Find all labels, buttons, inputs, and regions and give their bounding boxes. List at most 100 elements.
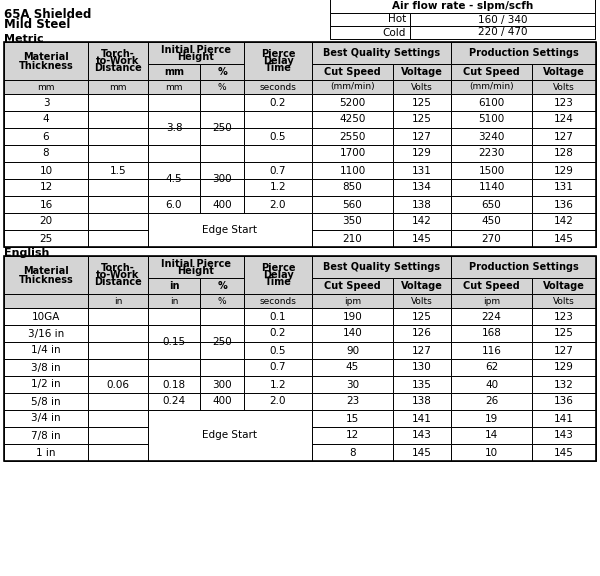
Bar — [312, 444, 393, 461]
Text: 131: 131 — [412, 165, 432, 176]
Bar — [244, 308, 312, 325]
Bar — [244, 376, 312, 393]
Text: Pierce: Pierce — [261, 49, 295, 59]
Bar — [312, 111, 393, 128]
Bar — [312, 376, 393, 393]
Bar — [312, 294, 393, 308]
Bar — [4, 213, 88, 230]
Bar — [200, 294, 244, 308]
Bar — [200, 94, 244, 111]
Bar — [532, 342, 596, 359]
Text: 190: 190 — [343, 312, 362, 321]
Bar — [330, 0, 595, 13]
Text: 23: 23 — [346, 396, 359, 407]
Text: 4: 4 — [43, 115, 49, 124]
Text: 123: 123 — [554, 97, 574, 108]
Bar — [200, 410, 244, 427]
Bar — [88, 162, 148, 179]
Text: Torch-: Torch- — [101, 49, 135, 59]
Text: %: % — [218, 297, 226, 305]
Bar — [148, 179, 200, 196]
Bar — [148, 64, 200, 80]
Text: 127: 127 — [554, 346, 574, 355]
Bar — [200, 427, 244, 444]
Bar — [4, 162, 88, 179]
Text: Cut Speed: Cut Speed — [324, 281, 381, 291]
Text: Mild Steel: Mild Steel — [4, 17, 70, 31]
Bar — [532, 393, 596, 410]
Bar — [451, 256, 596, 278]
Text: 5200: 5200 — [340, 97, 365, 108]
Text: 400: 400 — [212, 396, 232, 407]
Text: 300: 300 — [212, 380, 232, 389]
Text: seconds: seconds — [260, 297, 296, 305]
Bar — [200, 80, 244, 94]
Text: ipm: ipm — [344, 297, 361, 305]
Bar — [532, 427, 596, 444]
Text: 0.2: 0.2 — [270, 328, 286, 339]
Text: Thickness: Thickness — [19, 61, 73, 71]
Text: 145: 145 — [554, 448, 574, 457]
Bar — [244, 145, 312, 162]
Bar — [148, 213, 312, 247]
Bar — [393, 213, 451, 230]
Bar — [451, 342, 532, 359]
Bar — [148, 196, 200, 213]
Text: Edge Start: Edge Start — [203, 430, 257, 441]
Bar — [451, 80, 532, 94]
Text: Edge Start: Edge Start — [203, 225, 257, 235]
Bar — [532, 308, 596, 325]
Text: Distance: Distance — [94, 63, 142, 73]
Text: 129: 129 — [554, 362, 574, 373]
Text: Thickness: Thickness — [19, 275, 73, 285]
Bar — [312, 213, 393, 230]
Bar — [393, 145, 451, 162]
Bar — [148, 94, 200, 111]
Text: 125: 125 — [412, 312, 432, 321]
Text: 0.7: 0.7 — [270, 165, 286, 176]
Bar — [4, 410, 88, 427]
Bar — [451, 179, 532, 196]
Text: 450: 450 — [482, 217, 502, 226]
Text: 30: 30 — [346, 380, 359, 389]
Text: 19: 19 — [485, 414, 498, 423]
Bar — [410, 13, 595, 26]
Text: 145: 145 — [412, 448, 432, 457]
Text: 400: 400 — [212, 199, 232, 210]
Bar — [393, 162, 451, 179]
Text: 12: 12 — [40, 183, 53, 192]
Text: (mm/min): (mm/min) — [330, 82, 375, 92]
Text: (mm/min): (mm/min) — [469, 82, 514, 92]
Bar — [148, 444, 200, 461]
Bar — [393, 64, 451, 80]
Bar — [88, 294, 148, 308]
Text: Voltage: Voltage — [401, 67, 443, 77]
Bar — [4, 294, 88, 308]
Text: in: in — [170, 297, 178, 305]
Text: to-Work: to-Work — [97, 270, 140, 280]
Bar — [4, 179, 88, 196]
Text: %: % — [218, 82, 226, 92]
Text: 1700: 1700 — [340, 149, 365, 158]
Text: 16: 16 — [40, 199, 53, 210]
Text: 136: 136 — [554, 199, 574, 210]
Text: 8: 8 — [349, 448, 356, 457]
Bar — [312, 230, 393, 247]
Bar — [88, 213, 148, 230]
Bar — [200, 278, 244, 294]
Bar — [312, 308, 393, 325]
Bar — [532, 128, 596, 145]
Bar — [312, 325, 393, 342]
Bar — [4, 42, 596, 247]
Bar — [312, 64, 393, 80]
Bar — [312, 128, 393, 145]
Bar — [200, 359, 244, 376]
Bar — [451, 145, 532, 162]
Bar — [312, 427, 393, 444]
Bar — [200, 444, 244, 461]
Text: Voltage: Voltage — [401, 281, 443, 291]
Bar — [88, 325, 148, 342]
Bar — [244, 294, 312, 308]
Bar — [393, 230, 451, 247]
Text: 14: 14 — [485, 430, 498, 441]
